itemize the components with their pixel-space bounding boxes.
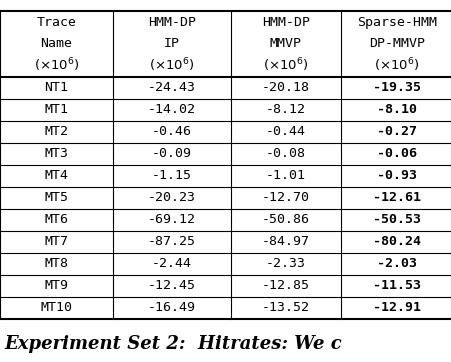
Text: MT7: MT7 xyxy=(44,235,69,248)
Text: -19.35: -19.35 xyxy=(372,81,420,94)
Text: -12.61: -12.61 xyxy=(372,191,420,204)
Text: Experiment Set 2:  Hitrates: We c: Experiment Set 2: Hitrates: We c xyxy=(5,335,341,353)
Text: -0.27: -0.27 xyxy=(376,125,416,138)
Text: -14.02: -14.02 xyxy=(147,103,195,116)
Text: Name: Name xyxy=(41,37,72,50)
Text: -0.09: -0.09 xyxy=(152,147,191,160)
Text: -50.86: -50.86 xyxy=(261,213,309,226)
Text: -84.97: -84.97 xyxy=(261,235,309,248)
Text: -20.18: -20.18 xyxy=(261,81,309,94)
Text: MMVP: MMVP xyxy=(269,37,301,50)
Text: HMM-DP: HMM-DP xyxy=(261,16,309,29)
Text: MT3: MT3 xyxy=(44,147,69,160)
Text: MT6: MT6 xyxy=(44,213,69,226)
Text: -12.45: -12.45 xyxy=(147,279,195,292)
Text: -1.01: -1.01 xyxy=(265,169,305,182)
Text: $(\times10^6)$: $(\times10^6)$ xyxy=(149,56,194,74)
Text: -13.52: -13.52 xyxy=(261,301,309,314)
Text: $(\times10^6)$: $(\times10^6)$ xyxy=(34,56,79,74)
Text: -16.49: -16.49 xyxy=(147,301,195,314)
Text: MT10: MT10 xyxy=(41,301,72,314)
Text: MT1: MT1 xyxy=(44,103,69,116)
Text: -0.44: -0.44 xyxy=(265,125,305,138)
Text: -0.46: -0.46 xyxy=(152,125,191,138)
Text: -50.53: -50.53 xyxy=(372,213,420,226)
Text: $(\times10^6)$: $(\times10^6)$ xyxy=(262,56,308,74)
Text: -80.24: -80.24 xyxy=(372,235,420,248)
Text: $(\times10^6)$: $(\times10^6)$ xyxy=(373,56,419,74)
Text: -12.70: -12.70 xyxy=(261,191,309,204)
Text: -24.43: -24.43 xyxy=(147,81,195,94)
Text: -1.15: -1.15 xyxy=(152,169,191,182)
Text: HMM-DP: HMM-DP xyxy=(147,16,195,29)
Text: -12.91: -12.91 xyxy=(372,301,420,314)
Text: -11.53: -11.53 xyxy=(372,279,420,292)
Text: -8.10: -8.10 xyxy=(376,103,416,116)
Text: -0.08: -0.08 xyxy=(265,147,305,160)
Text: -0.06: -0.06 xyxy=(376,147,416,160)
Text: -69.12: -69.12 xyxy=(147,213,195,226)
Text: MT4: MT4 xyxy=(44,169,69,182)
Text: IP: IP xyxy=(163,37,179,50)
Text: -12.85: -12.85 xyxy=(261,279,309,292)
Text: Trace: Trace xyxy=(37,16,76,29)
Text: -2.44: -2.44 xyxy=(152,257,191,270)
Text: MT5: MT5 xyxy=(44,191,69,204)
Text: DP-MMVP: DP-MMVP xyxy=(368,37,423,50)
Text: -2.33: -2.33 xyxy=(265,257,305,270)
Text: -2.03: -2.03 xyxy=(376,257,416,270)
Text: Sparse-HMM: Sparse-HMM xyxy=(356,16,436,29)
Text: MT8: MT8 xyxy=(44,257,69,270)
Text: -0.93: -0.93 xyxy=(376,169,416,182)
Text: NT1: NT1 xyxy=(44,81,69,94)
Text: MT2: MT2 xyxy=(44,125,69,138)
Text: -8.12: -8.12 xyxy=(265,103,305,116)
Text: MT9: MT9 xyxy=(44,279,69,292)
Text: -20.23: -20.23 xyxy=(147,191,195,204)
Text: -87.25: -87.25 xyxy=(147,235,195,248)
